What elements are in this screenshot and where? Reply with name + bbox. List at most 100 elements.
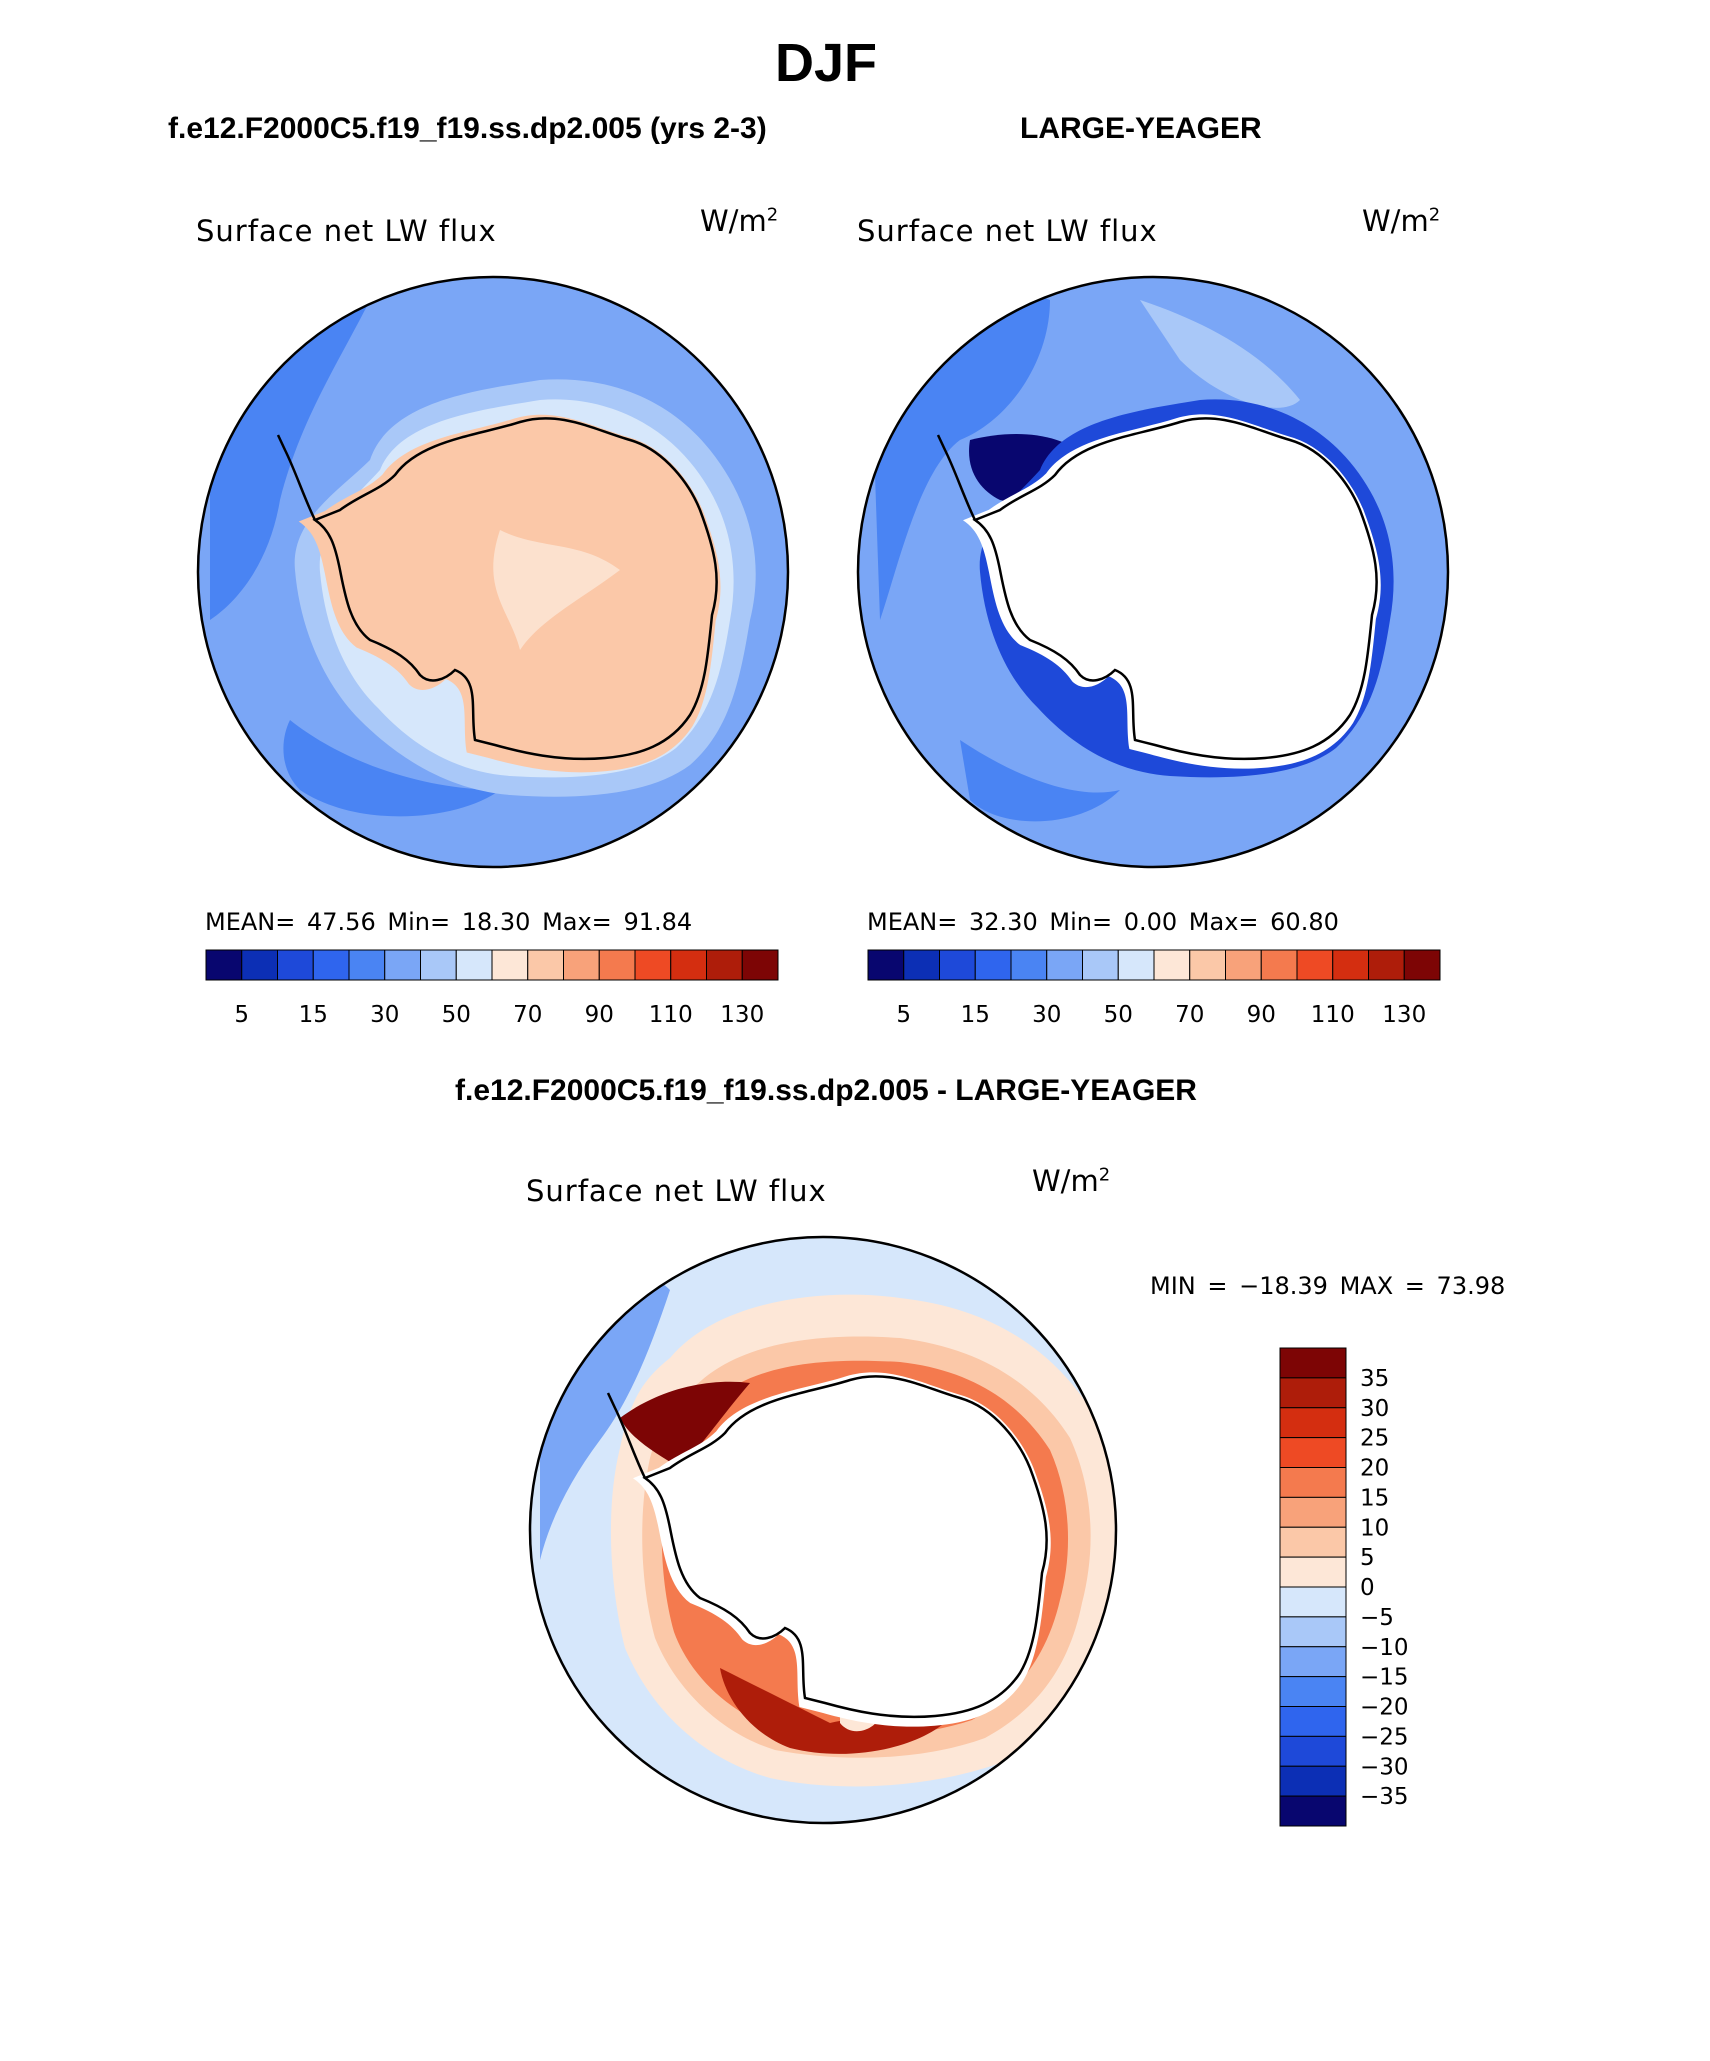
panel2-colorbar-tick-label: 90 [1247,1002,1276,1028]
panel2-colorbar-swatch [1046,949,1083,981]
diff-colorbar-tick-label: −10 [1360,1635,1409,1661]
panel1-map-border [196,275,790,869]
diff-colorbar-tick-label: 35 [1360,1366,1389,1392]
panel1-colorbar-swatch [670,949,707,981]
panel2-colorbar-tick-label: 70 [1175,1002,1204,1028]
panel1-colorbar-swatch [420,949,457,981]
panel2-colorbar-swatch [1332,949,1369,981]
panel1-colorbar-tick-label: 30 [370,1002,399,1028]
panel2-units-label: W/m2 [1362,204,1441,238]
diff-colorbar-tick-label: 0 [1360,1575,1375,1601]
diff-colorbar-tick-label: 10 [1360,1515,1389,1541]
panel1-colorbar-swatch [563,949,600,981]
panel2-colorbar-swatch [974,949,1012,981]
diff-colorbar-swatch [1279,1347,1347,1379]
panel1-colorbar-tick-label: 15 [299,1002,328,1028]
diff-colorbar-swatch [1279,1795,1347,1827]
panel1-colorbar-swatch [277,949,314,981]
panel1-colorbar-swatch [348,949,386,981]
panel1-colorbar-swatch [455,949,493,981]
panel2-colorbar-tick-label: 110 [1311,1002,1355,1028]
panel1-blue-patch-south [283,720,500,817]
diff-max-patch-north [620,1381,750,1468]
panel2-map-border [856,275,1450,869]
diff-map-border [528,1235,1118,1825]
diff-colorbar-swatch [1279,1586,1347,1618]
panel1-colorbar-swatch [598,949,636,981]
panel1-colorbar-swatch [205,949,243,981]
diff-colorbar-tick-label: 30 [1360,1396,1389,1422]
panel1-colorbar-swatch [241,949,278,981]
diff-colorbar-tick-label: −35 [1360,1784,1409,1810]
panel2-colorbar-swatch [867,949,905,981]
panel2-colorbar-swatch [1082,949,1119,981]
map-panel-1 [196,275,790,869]
panel2-colorbar-tick-label: 50 [1104,1002,1133,1028]
diff-colorbar-swatch [1279,1437,1347,1468]
diff-units-label: W/m2 [1032,1164,1111,1198]
panel2-colorbar-tick-label: 5 [896,1002,911,1028]
panel1-colorbar-swatch [491,949,529,981]
diff-min-max-label: MIN = −18.39 MAX = 73.98 [1150,1272,1506,1300]
main-title: DJF [774,33,877,93]
case-title-left: f.e12.F2000C5.f19_f19.ss.dp2.005 (yrs 2-… [168,112,767,145]
panel2-colorbar-swatch [1403,949,1441,981]
diff-colorbar-swatch [1279,1526,1347,1558]
diff-colorbar-swatch [1279,1407,1347,1439]
diff-colorbar-swatch [1279,1646,1347,1678]
diff-colorbar-swatch [1279,1676,1347,1707]
diff-colorbar-tick-label: −20 [1360,1695,1409,1721]
panel1-colorbar-tick-label: 110 [649,1002,693,1028]
panel1-colorbar-tick-label: 130 [720,1002,764,1028]
panel1-colorbar-swatch [706,949,743,981]
panel1-variable-label: Surface net LW flux [196,214,497,248]
diff-colorbar-tick-label: −5 [1360,1605,1394,1631]
diff-colorbar-tick-label: 15 [1360,1485,1389,1511]
diff-colorbar-tick-label: 20 [1360,1456,1389,1482]
panel1-units-label: W/m2 [700,204,779,238]
panel1-colorbar-tick-label: 90 [585,1002,614,1028]
panel1-colorbar: 5 15 30 50 70 90 110 130 [205,949,779,1028]
diff-colorbar-tick-label: −30 [1360,1754,1409,1780]
panel2-colorbar-swatch [1225,949,1262,981]
panel2-colorbar-swatch [1296,949,1334,981]
diff-max-patch-south [720,1668,950,1754]
panel1-colorbar-swatch [634,949,672,981]
diff-colorbar-swatch [1279,1496,1347,1528]
diff-colorbar-tick-label: 25 [1360,1426,1389,1452]
panel2-colorbar-swatch [939,949,976,981]
panel1-colorbar-swatch [312,949,350,981]
diff-variable-label: Surface net LW flux [526,1174,827,1208]
diff-colorbar-swatch [1279,1735,1347,1767]
panel1-stats: MEAN= 47.56 Min= 18.30 Max= 91.84 [205,908,693,936]
diff-colorbar-tick-label: −15 [1360,1665,1409,1691]
panel1-colorbar-tick-label: 70 [513,1002,542,1028]
panel2-colorbar-swatch [1189,949,1226,981]
diff-colorbar-tick-label: −25 [1360,1724,1409,1750]
panel1-colorbar-swatch [384,949,421,981]
diff-colorbar-swatch [1279,1765,1347,1797]
map-panel-diff [528,1235,1118,1825]
panel2-colorbar-swatch [1260,949,1298,981]
panel2-colorbar-tick-label: 15 [961,1002,990,1028]
panel2-variable-label: Surface net LW flux [857,214,1158,248]
diff-colorbar-swatch [1279,1616,1347,1648]
panel2-colorbar-swatch [1153,949,1191,981]
panel2-colorbar-tick-label: 130 [1382,1002,1426,1028]
panel1-colorbar-swatch [527,949,564,981]
panel2-colorbar-tick-label: 30 [1032,1002,1061,1028]
panel2-colorbar: 5 15 30 50 70 90 110 130 [867,949,1441,1028]
diff-colorbar-swatch [1279,1377,1347,1409]
panel2-colorbar-swatch [1117,949,1155,981]
panel2-colorbar-swatch [1368,949,1405,981]
panel1-colorbar-swatch [741,949,779,981]
panel2-colorbar-swatch [903,949,940,981]
diff-colorbar-swatch [1279,1706,1347,1737]
diff-colorbar: 35 30 25 20 15 10 5 0 −5 −10 −15 −20 −25 −30 −35 [1279,1347,1409,1827]
case-title-right: LARGE-YEAGER [1020,112,1262,145]
panel2-colorbar-swatch [1010,949,1048,981]
panel2-stats: MEAN= 32.30 Min= 0.00 Max= 60.80 [867,908,1339,936]
panel1-colorbar-tick-label: 50 [442,1002,471,1028]
difference-title: f.e12.F2000C5.f19_f19.ss.dp2.005 - LARGE… [455,1074,1197,1107]
